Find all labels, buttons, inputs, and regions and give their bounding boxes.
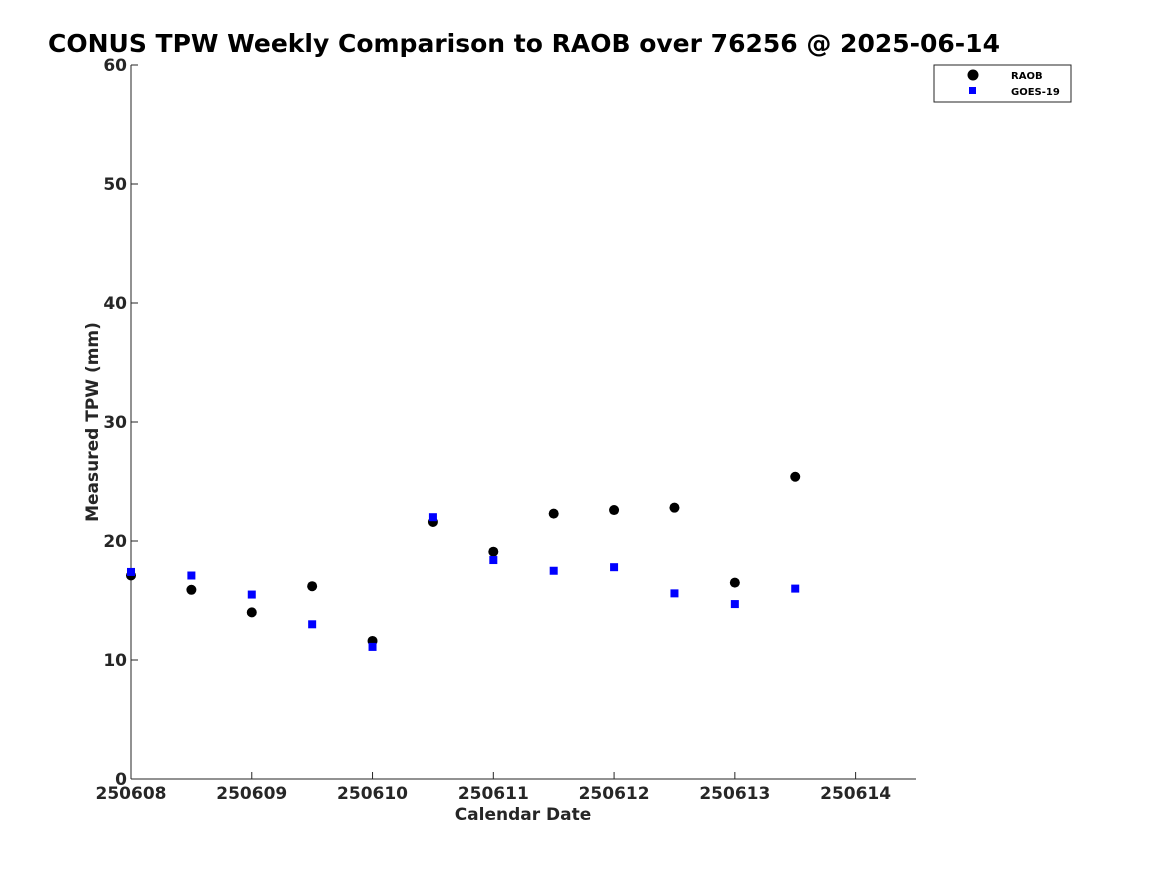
point-goes19 — [428, 513, 437, 522]
x-axis-label: Calendar Date — [455, 805, 592, 825]
y-tick-label: 20 — [103, 532, 127, 552]
x-tick-label: 250608 — [96, 784, 167, 804]
y-axis-label: Measured TPW (mm) — [83, 322, 103, 522]
point-goes19 — [368, 642, 377, 651]
y-tick-label: 60 — [103, 56, 127, 76]
x-tick-label: 250612 — [579, 784, 650, 804]
point-raob — [548, 508, 559, 519]
legend-label-goes19: GOES-19 — [1011, 87, 1060, 98]
x-ticks: 250608 250609 250610 250611 250612 250613 2506… — [96, 772, 891, 804]
legend-label-raob: RAOB — [1011, 71, 1043, 82]
point-goes19 — [549, 566, 558, 575]
x-tick-label: 250611 — [458, 784, 529, 804]
point-goes19 — [127, 567, 135, 576]
y-ticks: 0 10 20 30 40 50 60 — [103, 56, 138, 790]
point-goes19 — [791, 584, 800, 593]
data-points — [126, 471, 801, 651]
legend-marker-goes19 — [969, 87, 976, 94]
point-goes19 — [308, 620, 317, 629]
y-tick-label: 30 — [103, 413, 127, 433]
legend-box — [933, 64, 1072, 103]
point-raob — [609, 505, 620, 516]
chart-title: CONUS TPW Weekly Comparison to RAOB over… — [48, 29, 1000, 58]
point-goes19 — [187, 571, 196, 580]
x-tick-label: 250610 — [337, 784, 408, 804]
point-raob — [669, 502, 680, 513]
point-goes19 — [247, 590, 256, 599]
y-tick-label: 50 — [103, 175, 127, 195]
x-tick-label: 250614 — [820, 784, 891, 804]
point-raob — [729, 577, 740, 588]
y-tick-label: 0 — [115, 770, 127, 790]
x-tick-label: 250609 — [216, 784, 287, 804]
point-goes19 — [489, 556, 498, 565]
y-tick-label: 40 — [103, 294, 127, 314]
point-goes19 — [610, 563, 619, 572]
legend: RAOB GOES-19 — [933, 64, 1072, 103]
axes — [130, 65, 916, 780]
point-raob — [246, 607, 257, 618]
point-raob — [307, 581, 318, 592]
point-raob — [186, 584, 197, 595]
legend-marker-raob — [967, 69, 979, 81]
x-tick-label: 250613 — [699, 784, 770, 804]
point-raob — [790, 471, 801, 482]
point-raob — [488, 546, 499, 557]
point-goes19 — [670, 589, 679, 598]
point-goes19 — [730, 600, 739, 609]
y-tick-label: 10 — [103, 651, 127, 671]
